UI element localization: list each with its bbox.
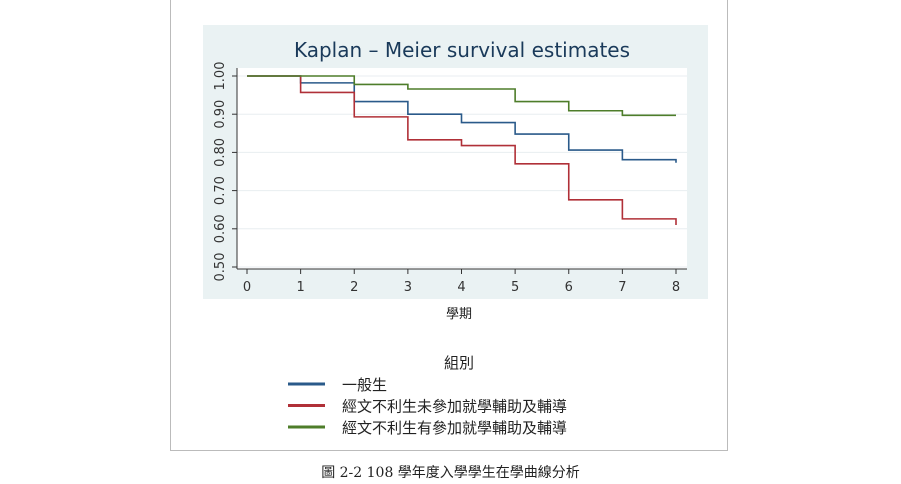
chart-title: Kaplan – Meier survival estimates [294,38,630,62]
x-tick-label: 6 [565,280,573,295]
legend-label: 一般生 [342,376,387,394]
x-tick-label: 1 [296,280,304,295]
y-tick-label: 0.50 [213,253,228,282]
figure-frame [170,0,728,451]
x-tick-label: 5 [511,280,519,295]
x-axis-label: 學期 [446,307,472,322]
survival-line-0 [247,75,677,163]
survival-line-1 [247,75,677,225]
x-tick-label: 4 [457,280,465,295]
y-tick-label: 1.00 [213,62,228,91]
x-tick-label: 7 [618,280,626,295]
plot-area [237,68,687,269]
y-tick-label: 0.70 [213,176,228,205]
x-tick-label: 3 [404,280,412,295]
y-tick-label: 0.60 [213,214,228,243]
legend-label: 經文不利生未參加就學輔助及輔導 [342,398,567,416]
legend-title: 組別 [444,354,474,372]
x-tick-label: 2 [350,280,358,295]
survival-line-2 [247,75,676,117]
y-tick-label: 0.90 [213,100,228,129]
y-tick-label: 0.80 [213,138,228,167]
legend-label: 經文不利生有參加就學輔助及輔導 [342,419,567,437]
x-tick-label: 8 [672,280,680,295]
x-tick-label: 0 [243,280,251,295]
figure-caption: 圖 2-2 108 學年度入學學生在學曲線分析 [321,465,580,481]
